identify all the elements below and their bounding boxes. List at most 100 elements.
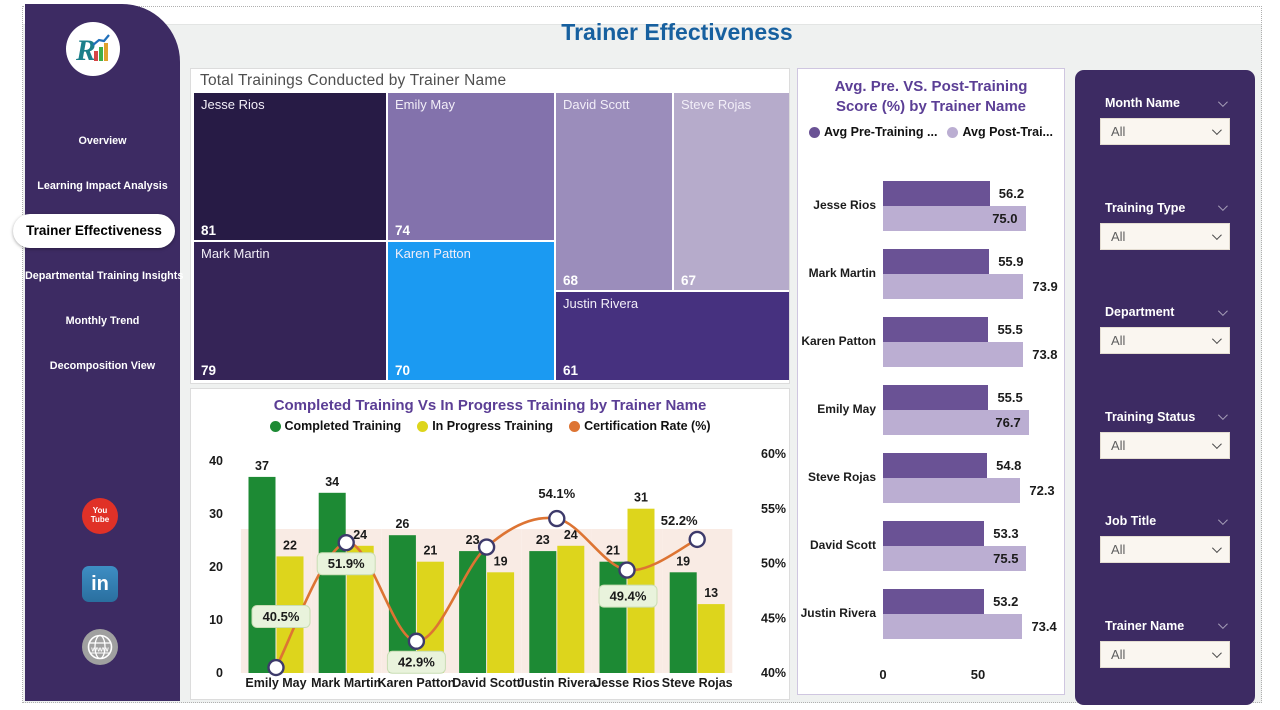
sidebar-item-learning-impact-analysis[interactable]: Learning Impact Analysis [37, 180, 168, 192]
bar-inprogress-david-scott[interactable] [487, 572, 515, 673]
bar-value-label: 22 [283, 538, 297, 552]
bar-pre-training-david-scott[interactable] [883, 521, 985, 546]
bar-inprogress-justin-rivera[interactable] [557, 545, 585, 673]
bar-completed-karen-patton[interactable] [388, 535, 416, 673]
x-axis-label: Karen Patton [378, 676, 456, 690]
treemap-cell-emily-may[interactable]: Emily May 74 [388, 93, 554, 240]
bar-pre-training-karen-patton[interactable] [883, 317, 989, 342]
left-axis-tick: 40 [209, 454, 223, 468]
bar-completed-justin-rivera[interactable] [529, 551, 557, 673]
treemap-panel: Total Trainings Conducted by Trainer Nam… [190, 68, 790, 384]
treemap-cell-steve-rojas[interactable]: Steve Rojas 67 [674, 93, 789, 290]
category-label-david-scott: David Scott [809, 538, 876, 552]
filter-label-text: Month Name [1105, 96, 1180, 110]
line-marker-jesse-rios[interactable] [618, 561, 636, 579]
treemap-cell-value: 70 [395, 363, 411, 378]
bar-pre-training-emily-may[interactable] [883, 385, 989, 410]
line-marker-karen-patton[interactable] [407, 632, 426, 650]
bar-post-training-mark-martin[interactable] [883, 274, 1024, 299]
chevron-down-icon [1217, 514, 1228, 525]
bar-completed-jesse-rios[interactable] [599, 561, 627, 673]
bar-post-training-david-scott[interactable] [883, 546, 1027, 571]
treemap-cell-justin-rivera[interactable]: Justin Rivera 61 [556, 292, 789, 380]
bar-post-training-justin-rivera[interactable] [883, 614, 1023, 639]
treemap-cell-label: David Scott [563, 97, 630, 112]
youtube-icon-text: You [92, 506, 108, 516]
filter-group-training-type: Training Type All [1075, 201, 1255, 250]
bar-inprogress-steve-rojas[interactable] [697, 604, 725, 673]
bar-completed-mark-martin[interactable] [318, 492, 346, 673]
filter-label-job-title[interactable]: Job Title [1105, 514, 1228, 528]
x-axis-label: Jesse Rios [594, 676, 659, 690]
youtube-icon[interactable]: You Tube [82, 498, 118, 534]
filter-label-trainer-name[interactable]: Trainer Name [1105, 618, 1228, 633]
legend-label: Avg Pre-Training ... [824, 125, 938, 139]
legend-dot-icon [809, 126, 820, 138]
sidebar-item-trainer-effectiveness[interactable]: Trainer Effectiveness [13, 214, 175, 248]
treemap-cell-karen-patton[interactable]: Karen Patton 70 [388, 242, 554, 380]
sidebar-item-departmental-training-insights[interactable]: Departmental Training Insights [25, 270, 184, 282]
x-axis-label: Justin Rivera [518, 676, 598, 690]
legend-item-avg-pre-training[interactable]: Avg Pre-Training ... [809, 125, 937, 139]
linkedin-icon[interactable]: in [82, 566, 118, 602]
filter-label-training-type[interactable]: Training Type [1105, 201, 1228, 215]
bar-pre-training-mark-martin[interactable] [883, 249, 990, 274]
company-logo-icon[interactable]: R [65, 21, 121, 77]
filter-label-text: Job Title [1105, 514, 1157, 528]
filter-dropdown-training-status[interactable]: All [1100, 431, 1230, 459]
bar-completed-david-scott[interactable] [459, 551, 487, 673]
filter-label-department[interactable]: Department [1105, 305, 1228, 319]
category-label-karen-patton: Karen Patton [801, 334, 876, 348]
filter-dropdown-job-title[interactable]: All [1100, 536, 1230, 563]
filter-group-training-status: Training Status All [1075, 410, 1255, 459]
treemap-cell-value: 68 [563, 273, 579, 288]
bar-post-training-karen-patton[interactable] [883, 342, 1024, 367]
combo-chart-legend: Completed Training In Progress Training Ce… [191, 419, 789, 433]
filter-label-text: Trainer Name [1105, 618, 1185, 633]
category-label-emily-may: Emily May [817, 402, 876, 416]
treemap-cell-david-scott[interactable]: David Scott 68 [556, 93, 672, 290]
website-globe-icon[interactable]: www [82, 629, 118, 670]
score-chart-title: Avg. Pre. VS. Post-Training Score (%) by… [834, 78, 1028, 115]
line-marker-emily-may[interactable] [267, 658, 285, 677]
line-value-label: 40.5% [263, 609, 300, 624]
sidebar-item-monthly-trend[interactable]: Monthly Trend [65, 315, 140, 327]
line-marker-steve-rojas[interactable] [688, 530, 706, 549]
x-axis-tick: 50 [970, 667, 986, 682]
legend-item-avg-post-trai[interactable]: Avg Post-Trai... [947, 125, 1053, 139]
line-marker-justin-rivera[interactable] [548, 509, 566, 528]
legend-item-in-progress-training[interactable]: In Progress Training [417, 419, 553, 433]
line-value-label: 51.9% [328, 556, 365, 571]
line-marker-david-scott[interactable] [477, 538, 496, 556]
legend-item-certification-rate[interactable]: Certification Rate (%) [569, 419, 710, 433]
bar-completed-emily-may[interactable] [248, 476, 276, 673]
bar-pre-training-justin-rivera[interactable] [883, 589, 985, 614]
bar-value-label: 56.2 [998, 186, 1025, 201]
bar-value-label: 76.7 [995, 415, 1021, 430]
bar-post-training-emily-may[interactable] [883, 410, 1029, 435]
bar-pre-training-jesse-rios[interactable] [883, 181, 990, 206]
treemap-cell-jesse-rios[interactable]: Jesse Rios 81 [194, 93, 386, 240]
bar-value-label: 23 [536, 533, 550, 547]
filter-label-training-status[interactable]: Training Status [1105, 410, 1228, 424]
line-value-label: 42.9% [398, 655, 435, 670]
filter-dropdown-training-type[interactable]: All [1100, 222, 1230, 250]
bar-pre-training-steve-rojas[interactable] [883, 453, 988, 478]
bar-post-training-jesse-rios[interactable] [883, 206, 1026, 231]
filter-dropdown-department[interactable]: All [1100, 327, 1230, 354]
sidebar: R Overview Learning Impact Analysis Traine… [13, 4, 184, 701]
treemap-cell-mark-martin[interactable]: Mark Martin 79 [194, 242, 386, 380]
legend-dot-icon [417, 420, 429, 432]
sidebar-item-decomposition-view[interactable]: Decomposition View [49, 360, 156, 372]
sidebar-item-overview[interactable]: Overview [78, 135, 127, 147]
bar-post-training-steve-rojas[interactable] [883, 478, 1021, 503]
line-marker-mark-martin[interactable] [337, 533, 355, 552]
legend-item-completed-training[interactable]: Completed Training [269, 419, 401, 433]
filter-label-month-name[interactable]: Month Name [1105, 96, 1228, 110]
bar-completed-steve-rojas[interactable] [669, 572, 697, 673]
treemap-cell-value: 81 [201, 223, 217, 238]
filter-group-job-title: Job Title All [1075, 514, 1255, 563]
filter-dropdown-month-name[interactable]: All [1100, 118, 1230, 145]
filter-dropdown-trainer-name[interactable]: All [1100, 640, 1230, 668]
right-axis-tick: 45% [761, 611, 786, 625]
